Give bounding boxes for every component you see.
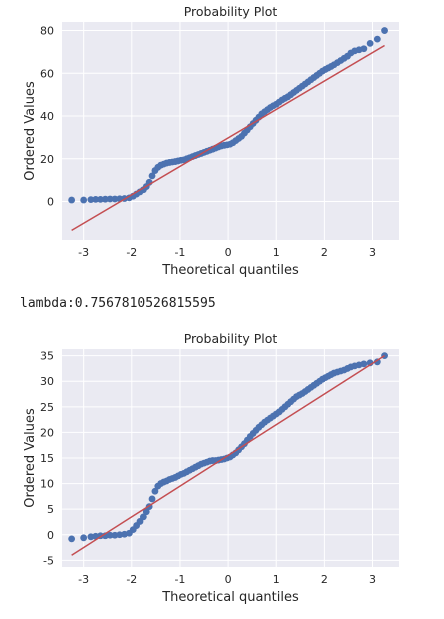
fit-line — [71, 44, 385, 232]
x-tick-label: 2 — [321, 246, 328, 259]
x-tick-label: -2 — [126, 246, 137, 259]
data-point — [101, 195, 109, 203]
x-tick-label: 1 — [273, 246, 280, 259]
y-axis-label: Ordered Values — [23, 408, 38, 508]
y-tick-label: 20 — [40, 153, 54, 166]
data-point — [68, 196, 76, 204]
x-tick-label: 0 — [225, 246, 232, 259]
data-point — [142, 508, 150, 516]
data-point — [360, 360, 368, 368]
data-point — [151, 487, 159, 495]
data-point — [92, 195, 100, 203]
data-point — [148, 172, 156, 180]
probability-plot-top: -3 -2 -1 0 1 2 3 0 20 40 60 80 Probability Plot Theor… — [23, 4, 399, 278]
x-tick-label: 3 — [369, 573, 376, 586]
y-tick-label: 35 — [40, 350, 54, 363]
data-point — [87, 196, 95, 204]
data-point — [97, 195, 104, 203]
x-tick-label: 0 — [225, 573, 232, 586]
data-point — [366, 39, 374, 47]
y-tick-label: 5 — [47, 503, 54, 516]
y-axis-label: Ordered Values — [23, 81, 38, 181]
x-tick-label: -1 — [174, 246, 185, 259]
lambda-output-text: lambda:0.7567810526815595 — [20, 296, 216, 311]
data-point — [106, 195, 114, 203]
data-point — [80, 534, 88, 542]
chart-title: Probability Plot — [184, 4, 278, 19]
fit-line — [71, 355, 385, 556]
y-tick-label: 30 — [40, 375, 54, 388]
data-point — [373, 35, 381, 43]
y-tick-label: 60 — [40, 67, 54, 80]
probability-plot-bottom: -3 -2 -1 0 1 2 3 -5 0 5 10 15 20 25 30 35 Probability Pl… — [23, 331, 399, 605]
y-tick-label: 0 — [47, 196, 54, 209]
data-point — [360, 45, 368, 53]
x-tick-label: 3 — [369, 246, 376, 259]
x-axis-label: Theoretical quantiles — [161, 263, 299, 278]
y-tick-label: 25 — [40, 401, 54, 414]
data-point — [80, 196, 88, 204]
y-tick-label: -5 — [43, 554, 54, 567]
data-point — [381, 27, 388, 34]
x-axis-label: Theoretical quantiles — [161, 590, 299, 605]
data-point — [68, 535, 76, 543]
x-tick-label: -1 — [174, 573, 185, 586]
y-tick-label: 20 — [40, 426, 54, 439]
x-tick-label: -2 — [126, 573, 137, 586]
y-tick-label: 10 — [40, 478, 54, 491]
y-tick-label: 80 — [40, 25, 54, 38]
data-point — [111, 195, 119, 203]
x-tick-label: -3 — [78, 246, 89, 259]
y-tick-label: 0 — [47, 529, 54, 542]
data-point — [373, 358, 381, 366]
x-tick-label: 2 — [321, 573, 328, 586]
chart-title: Probability Plot — [184, 331, 278, 346]
y-tick-label: 40 — [40, 110, 54, 123]
data-point — [139, 513, 147, 521]
data-point — [106, 531, 114, 539]
data-point — [148, 495, 156, 503]
x-tick-label: 1 — [273, 573, 280, 586]
y-tick-label: 15 — [40, 452, 54, 465]
x-tick-label: -3 — [78, 573, 89, 586]
